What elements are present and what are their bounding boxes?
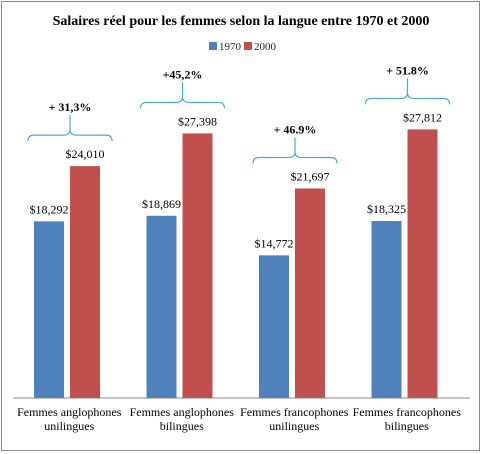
bracket-4	[364, 92, 451, 105]
data-label-1970-1: $18,292	[30, 202, 69, 216]
chart-title: Salaires réel pour les femmes selon la l…	[53, 14, 430, 29]
bar-2000-4	[407, 129, 438, 399]
legend: 1970 2000	[209, 41, 277, 53]
bracket-3	[252, 151, 338, 164]
data-label-2000-2: $27,398	[178, 114, 217, 128]
annotation-label-1: + 31,3%	[49, 100, 92, 114]
annotation-label-3: + 46.9%	[274, 122, 317, 136]
bar-1970-2	[146, 215, 177, 398]
category-label-3: Femmes francophones unilingues	[240, 405, 349, 433]
category-label-2: Femmes anglophones bilingues	[130, 405, 235, 433]
data-label-1970-4: $18,325	[367, 202, 406, 216]
annotation-label-4: + 51.8%	[386, 63, 429, 77]
bar-1970-4	[371, 221, 402, 398]
data-label-2000-4: $27,812	[403, 110, 442, 124]
bar-2000-2	[182, 133, 213, 398]
bracket-2	[139, 96, 226, 109]
bar-2000-3	[295, 188, 325, 398]
data-label-2000-1: $24,010	[66, 147, 105, 161]
bar-1970-1	[34, 221, 64, 398]
data-label-2000-3: $21,697	[291, 169, 330, 183]
legend-swatch-2000	[244, 42, 252, 50]
legend-swatch-1970	[209, 42, 217, 50]
bar-2000-1	[70, 166, 100, 398]
data-label-1970-2: $18,869	[142, 197, 181, 211]
category-label-4: Femmes francophones bilingues	[353, 405, 462, 433]
annotation-label-2: +45,2%	[163, 67, 203, 81]
legend-label-1970: 1970	[219, 41, 242, 53]
legend-label-2000: 2000	[254, 41, 277, 53]
category-label-1: Femmes anglophones unilingues	[17, 405, 122, 433]
bar-1970-3	[259, 255, 289, 398]
bracket-1	[27, 129, 113, 142]
data-label-1970-3: $14,772	[255, 236, 294, 250]
